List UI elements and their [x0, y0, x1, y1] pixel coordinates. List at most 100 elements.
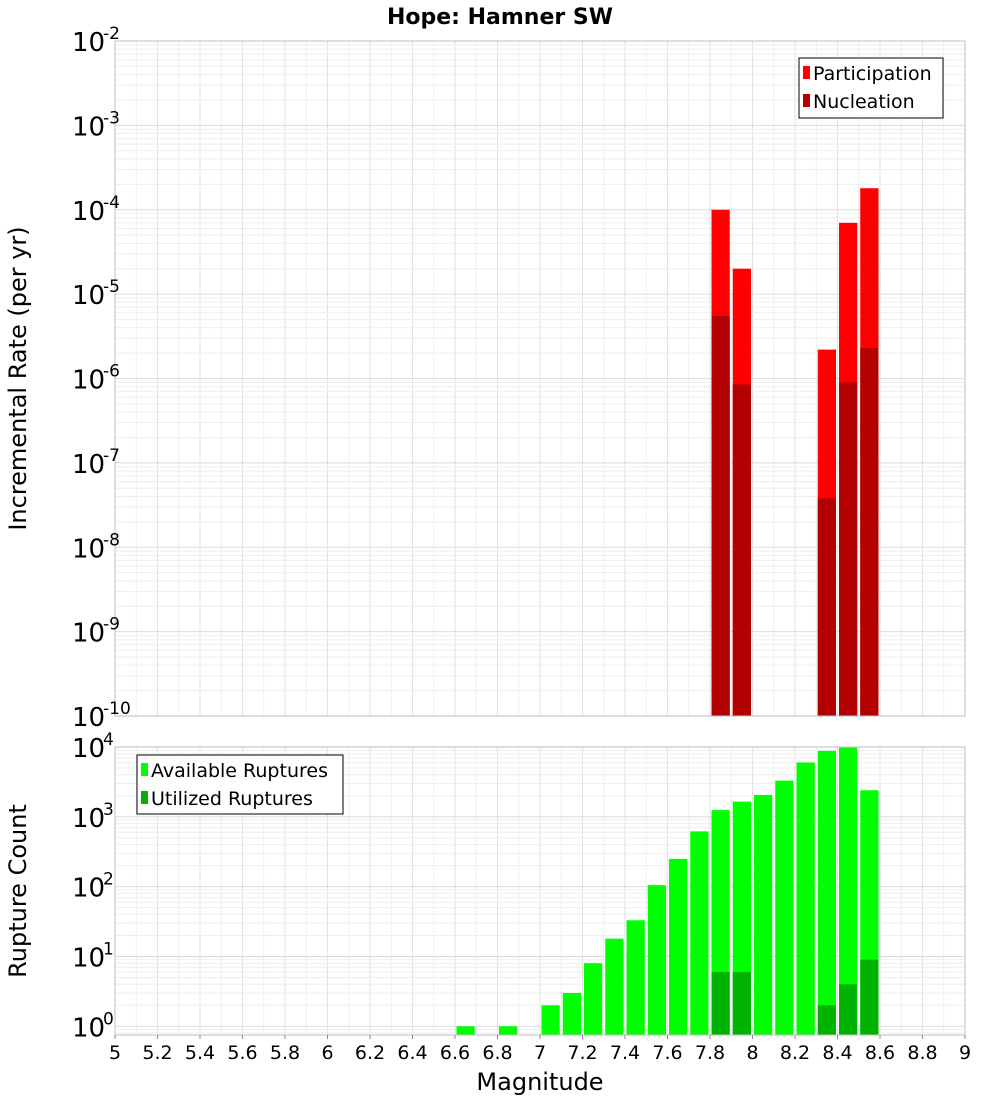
bar-available-ruptures	[647, 885, 666, 1035]
x-tick-label: 9	[959, 1042, 971, 1064]
y-tick-label-exponent: 0	[103, 1009, 114, 1029]
bar-available-ruptures	[605, 938, 624, 1035]
bar-available-ruptures	[669, 858, 688, 1035]
x-tick-label: 5.4	[185, 1042, 215, 1064]
x-tick-label: 7.6	[652, 1042, 682, 1064]
x-tick-label: 5.2	[142, 1042, 172, 1064]
x-tick-label: 6.4	[397, 1042, 427, 1064]
y-tick-label-base: 10	[72, 197, 105, 227]
x-tick-label: 6	[321, 1042, 333, 1064]
bar-available-ruptures	[796, 762, 815, 1035]
count-bars	[456, 747, 879, 1035]
bar-nucleation	[839, 382, 858, 716]
y-tick-label-base: 10	[72, 450, 105, 480]
y-tick-label-base: 10	[72, 804, 105, 834]
x-tick-label: 5	[109, 1042, 121, 1064]
y-tick-label-exponent: 1	[103, 939, 114, 959]
bar-available-ruptures	[499, 1026, 518, 1035]
bar-available-ruptures	[562, 992, 581, 1035]
legend-label-nucleation: Nucleation	[813, 91, 915, 113]
bar-nucleation	[817, 498, 836, 716]
rate-gridlines	[114, 40, 966, 717]
x-tick-label: 6.2	[355, 1042, 385, 1064]
rate-legend-box	[798, 57, 944, 119]
bar-available-ruptures	[775, 780, 794, 1035]
x-tick-label: 7.8	[695, 1042, 725, 1064]
rate-plot-frame	[114, 40, 966, 717]
count-y-axis-label: Rupture Count	[4, 804, 32, 978]
y-tick-label-exponent: 2	[103, 870, 114, 890]
legend-label-available: Available Ruptures	[151, 760, 328, 782]
bar-available-ruptures	[754, 795, 773, 1035]
y-tick-label-base: 10	[72, 366, 105, 396]
bar-available-ruptures	[584, 963, 603, 1035]
x-tick-label: 7.4	[610, 1042, 640, 1064]
y-tick-label-exponent: -10	[103, 699, 131, 719]
y-tick-label-base: 10	[72, 28, 105, 58]
bar-nucleation	[860, 347, 879, 716]
legend-swatch-available	[141, 763, 148, 776]
x-tick-label: 8	[746, 1042, 758, 1064]
y-tick-label-exponent: 4	[103, 730, 114, 750]
y-tick-label-base: 10	[72, 619, 105, 649]
y-tick-label-exponent: -5	[103, 277, 120, 297]
magnitude-x-ticks: 5 5.2 5.4 5.6 5.8 6 6.2 6.4 6.6 6.8 7 7.2 7.4 7.6 7.8 8…	[109, 1035, 971, 1064]
count-legend: Available Ruptures Utilized Ruptures	[136, 754, 344, 815]
bar-available-ruptures	[690, 831, 709, 1035]
x-tick-label: 6.6	[440, 1042, 470, 1064]
legend-label-utilized: Utilized Ruptures	[151, 788, 313, 810]
y-tick-label-exponent: -3	[103, 108, 120, 128]
x-tick-label: 5.8	[270, 1042, 300, 1064]
bar-available-ruptures	[817, 750, 836, 1035]
x-axis-label: Magnitude	[476, 1068, 603, 1096]
bar-available-ruptures	[456, 1026, 475, 1035]
bar-utilized-ruptures	[711, 971, 730, 1035]
legend-label-participation: Participation	[813, 63, 932, 85]
y-tick-label-exponent: -7	[103, 446, 120, 466]
bar-utilized-ruptures	[860, 959, 879, 1035]
bar-available-ruptures	[626, 920, 645, 1035]
y-tick-label-exponent: -2	[103, 24, 120, 44]
chart-title: Hope: Hamner SW	[387, 5, 613, 30]
count-legend-box	[136, 754, 344, 815]
y-tick-label-exponent: 3	[103, 800, 114, 820]
y-tick-label-base: 10	[72, 1013, 105, 1043]
y-tick-label-base: 10	[72, 281, 105, 311]
rate-legend: Participation Nucleation	[798, 57, 944, 119]
x-tick-label: 7	[534, 1042, 546, 1064]
y-tick-label-exponent: -9	[103, 615, 120, 635]
y-tick-label-exponent: -8	[103, 530, 120, 550]
rate-y-axis-label: Incremental Rate (per yr)	[4, 226, 32, 530]
legend-swatch-nucleation	[803, 94, 810, 107]
bar-utilized-ruptures	[817, 1005, 836, 1035]
y-tick-label-base: 10	[72, 874, 105, 904]
bar-utilized-ruptures	[839, 984, 858, 1035]
x-tick-label: 6.8	[482, 1042, 512, 1064]
bar-available-ruptures	[839, 747, 858, 1035]
legend-swatch-participation	[803, 66, 810, 79]
x-tick-label: 8.8	[907, 1042, 937, 1064]
legend-swatch-utilized	[141, 791, 148, 804]
y-tick-label-base: 10	[72, 534, 105, 564]
y-tick-label-exponent: -6	[103, 362, 120, 382]
x-tick-label: 8.4	[822, 1042, 852, 1064]
y-tick-label-base: 10	[72, 734, 105, 764]
y-tick-label-exponent: -4	[103, 193, 120, 213]
x-tick-label: 8.2	[780, 1042, 810, 1064]
x-tick-label: 5.6	[227, 1042, 257, 1064]
y-tick-label-base: 10	[72, 943, 105, 973]
bar-available-ruptures	[541, 1005, 560, 1035]
bar-utilized-ruptures	[732, 971, 751, 1035]
y-tick-label-base: 10	[72, 703, 105, 733]
bar-nucleation	[732, 384, 751, 716]
rate-bars	[711, 188, 879, 717]
x-tick-label: 8.6	[865, 1042, 895, 1064]
x-tick-label: 7.2	[567, 1042, 597, 1064]
y-tick-label-base: 10	[72, 112, 105, 142]
bar-nucleation	[711, 316, 730, 716]
